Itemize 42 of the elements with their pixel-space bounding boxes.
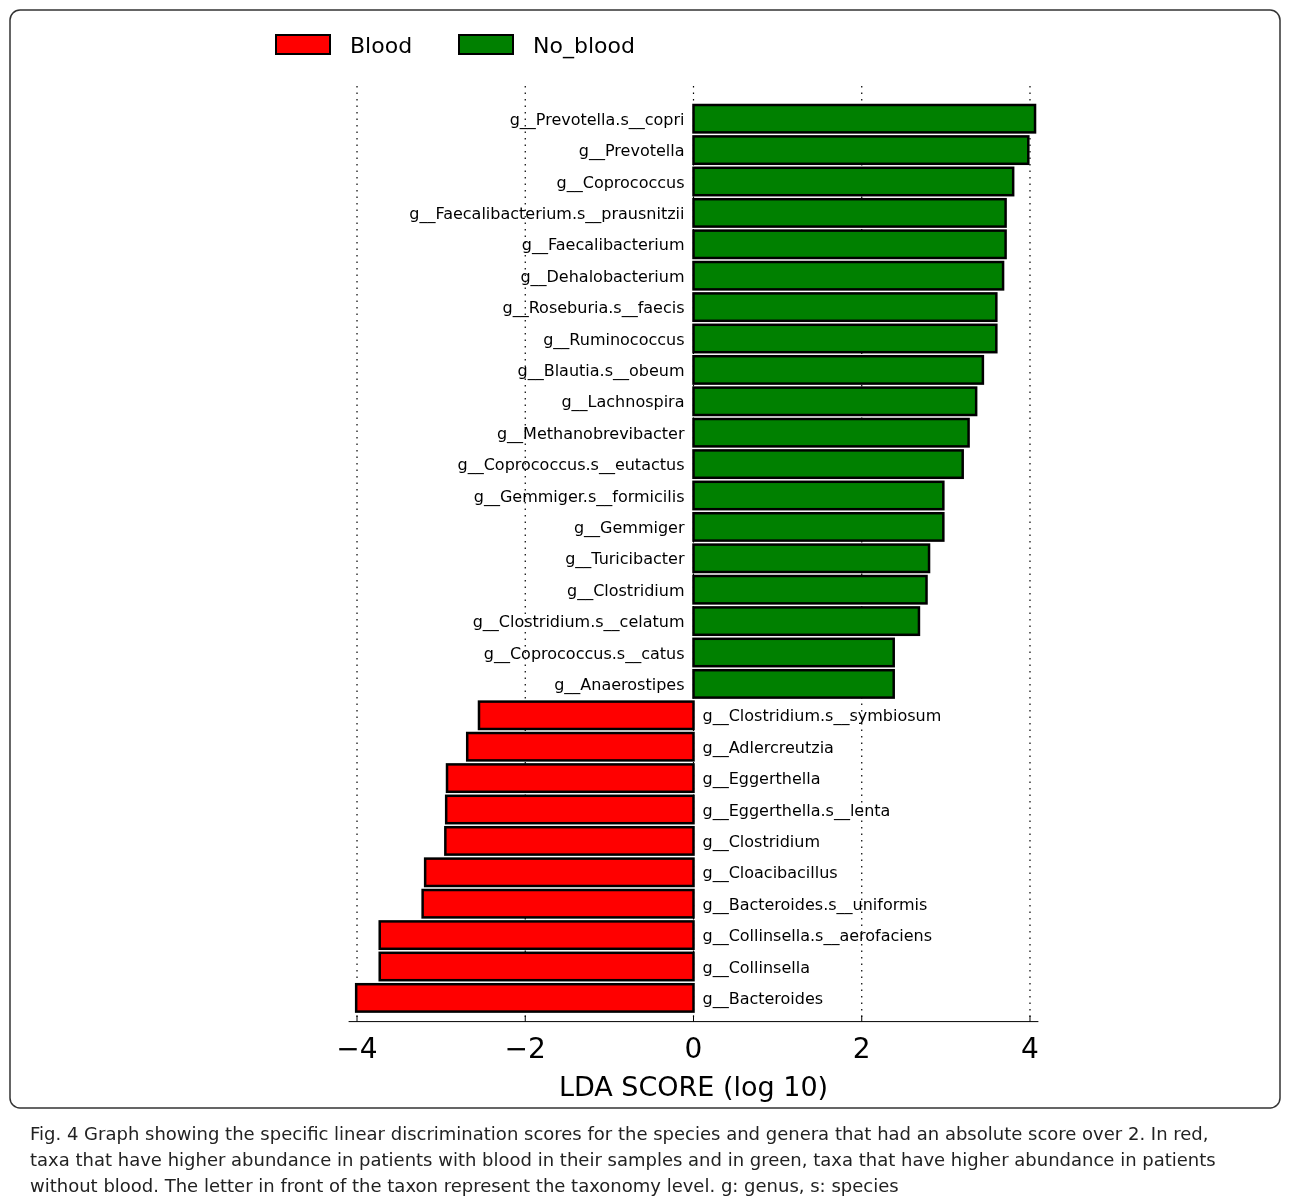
x-tick-label: 2 <box>852 1031 871 1065</box>
bar <box>692 480 945 511</box>
y-tick-label: g__Ruminococcus <box>543 329 685 350</box>
y-tick-label: g__Methanobrevibacter <box>496 423 685 444</box>
y-tick-label: g__Clostridium <box>566 580 685 601</box>
x-axis-title: LDA SCORE (log 10) <box>558 1070 829 1102</box>
x-tick-label: −2 <box>504 1031 546 1065</box>
y-tick-label: g__Coprococcus <box>556 172 685 193</box>
y-tick-label: g__Coprococcus.s__catus <box>483 643 685 664</box>
y-tick-label: g__Roseburia.s__faecis <box>502 298 685 319</box>
y-tick-label: g__Turicibacter <box>565 549 685 570</box>
y-tick-label: g__Lachnospira <box>561 392 685 413</box>
caption: Fig. 4 Graph showing the specific linear discrimination scores for the species and genera that had an absolute score over 2. In red, taxa that have higher abundance in patients with blood in their samples and in green, taxa that have higher abundance in patients without blood. The letter in front of the taxon represent the taxonomy level. g: genus, s: species <box>30 1123 1216 1196</box>
y-tick-label: g__Prevotella.s__copri <box>509 109 685 130</box>
x-tick-label: −4 <box>336 1031 378 1065</box>
y-tick-label: g__Adlercreutzia <box>702 737 834 758</box>
y-tick-label: g__Bacteroides.s__uniformis <box>702 894 928 915</box>
y-tick-label: g__Collinsella <box>702 957 810 978</box>
legend-label: No_blood <box>533 33 635 59</box>
y-tick-label: g__Clostridium.s__celatum <box>472 612 685 633</box>
bar <box>444 794 695 825</box>
y-tick-label: g__Prevotella <box>578 141 685 162</box>
y-tick-label: g__Faecalibacterium <box>521 235 685 256</box>
y-tick-label: g__Gemmiger <box>573 517 685 538</box>
y-tick-label: g__Anaerostipes <box>554 674 685 695</box>
y-tick-label: g__Clostridium <box>702 831 821 852</box>
y-tick-label: g__Cloacibacillus <box>702 863 838 884</box>
y-tick-label: g__Coprococcus.s__eutactus <box>457 455 685 476</box>
y-tick-label: g__Bacteroides <box>702 988 824 1009</box>
y-tick-label: g__Blautia.s__obeum <box>517 360 685 381</box>
y-tick-label: g__Collinsella.s__aerofaciens <box>702 926 933 947</box>
x-tick-label: 4 <box>1021 1031 1039 1065</box>
y-tick-label: g__Faecalibacterium.s__prausnitzii <box>409 203 685 224</box>
y-tick-label: g__Dehalobacterium <box>520 266 685 287</box>
y-tick-label: g__Eggerthella.s__lenta <box>702 800 891 821</box>
legend-label: Blood <box>350 33 413 58</box>
bar <box>692 637 895 668</box>
y-tick-label: g__Clostridium.s__symbiosum <box>702 706 942 727</box>
y-tick-label: g__Gemmiger.s__formicilis <box>473 486 685 507</box>
x-tick-label: 0 <box>684 1031 703 1065</box>
y-tick-label: g__Eggerthella <box>702 769 821 790</box>
bar <box>354 982 695 1013</box>
